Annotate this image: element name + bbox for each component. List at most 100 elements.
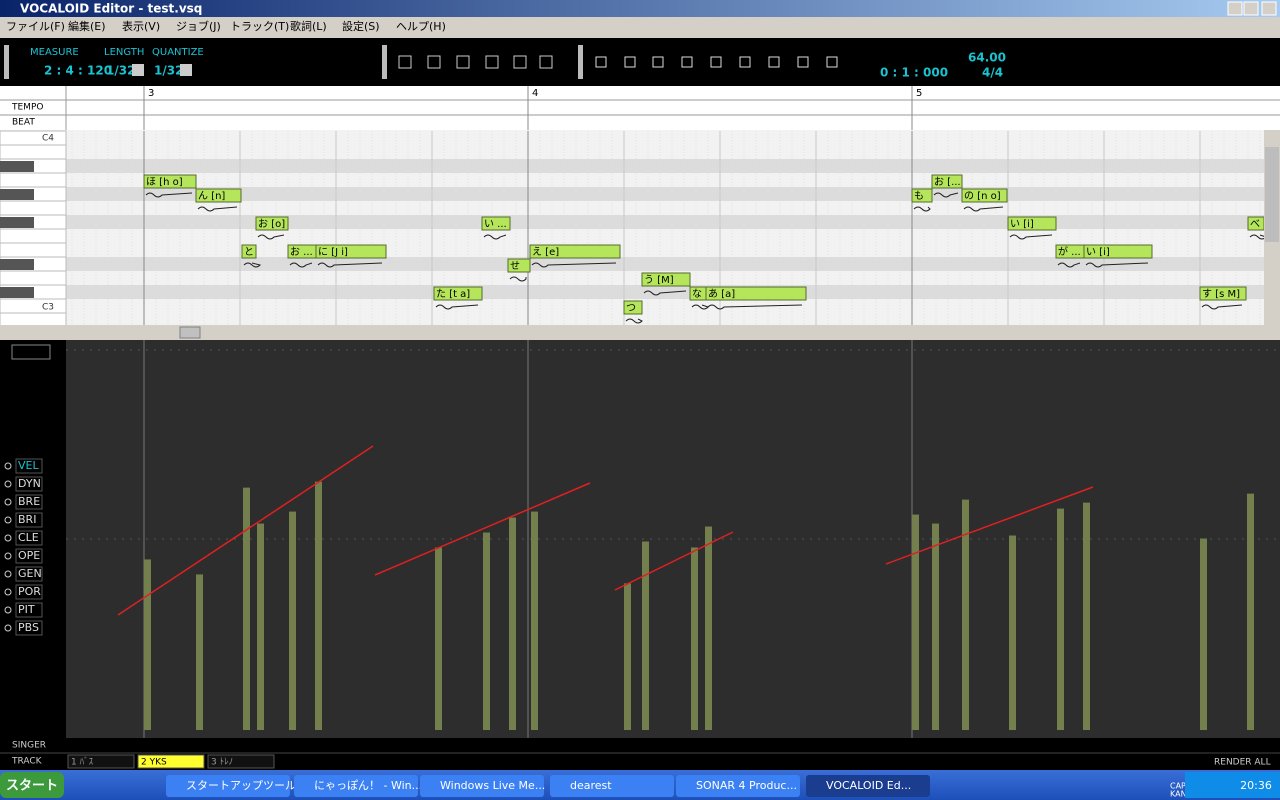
v-scroll-thumb[interactable] [1265, 147, 1279, 242]
tool-button[interactable] [513, 55, 527, 69]
note[interactable] [255, 216, 289, 231]
track-tab[interactable] [67, 754, 135, 769]
taskbar-item-label[interactable]: SONAR 4 Produc... [696, 779, 797, 792]
note[interactable] [481, 216, 511, 231]
velocity-bar [705, 526, 712, 730]
tool-button[interactable] [427, 55, 441, 69]
curve-name[interactable]: BRE [18, 495, 40, 508]
curve-name[interactable]: POR [18, 585, 41, 598]
note[interactable] [1199, 286, 1247, 301]
taskbar-item-label[interactable]: dearest [570, 779, 612, 792]
menu-item[interactable]: ファイル(F) [6, 20, 65, 33]
taskbar-item-label[interactable]: にゃっぽん！ - Win... [314, 779, 422, 792]
transport-button[interactable] [797, 56, 809, 68]
transport-button[interactable] [595, 56, 607, 68]
note[interactable] [931, 174, 963, 189]
maximize-button[interactable] [1243, 1, 1259, 16]
velocity-bar [243, 487, 250, 730]
track-tab[interactable] [207, 754, 275, 769]
taskbar-item-label[interactable]: VOCALOID Ed... [826, 779, 911, 792]
tool-button[interactable] [456, 55, 470, 69]
curve-name[interactable]: DYN [18, 477, 41, 490]
track-name[interactable]: 1 ﾊﾞｽ [71, 757, 94, 768]
curve-name[interactable]: GEN [18, 567, 42, 580]
menu-item[interactable]: 歌詞(L) [290, 19, 327, 33]
curve-name[interactable]: VEL [18, 459, 39, 472]
start-label[interactable]: スタート [6, 779, 58, 794]
menu-item[interactable]: 編集(E) [68, 19, 106, 33]
transport-button[interactable] [652, 56, 664, 68]
note[interactable] [705, 286, 807, 301]
note[interactable] [143, 174, 197, 189]
transport-button[interactable] [768, 56, 780, 68]
taskbar-item[interactable] [166, 775, 290, 797]
track-name[interactable]: 2 YKS [141, 758, 167, 768]
note[interactable] [195, 188, 242, 203]
eye-icon [4, 516, 12, 524]
transport-button[interactable] [624, 56, 636, 68]
note[interactable] [433, 286, 483, 301]
toolbar-grip [578, 45, 583, 79]
menu-item[interactable]: ヘルプ(H) [396, 20, 446, 33]
curve-name[interactable]: PBS [18, 621, 39, 634]
taskbar-item[interactable] [806, 775, 930, 797]
curve-button[interactable] [15, 584, 43, 600]
scroll-thumb[interactable] [179, 326, 201, 339]
transport-button[interactable] [739, 56, 751, 68]
note[interactable] [241, 244, 257, 259]
transport-button[interactable] [681, 56, 693, 68]
toolbar-value: 64.00 [968, 51, 1006, 65]
curve-button[interactable] [15, 530, 43, 546]
note[interactable] [315, 244, 387, 259]
note[interactable] [529, 244, 621, 259]
taskbar-item-label[interactable]: スタートアップツール [186, 779, 296, 792]
note[interactable] [911, 188, 933, 203]
vibrato [509, 276, 527, 282]
curve-button[interactable] [15, 494, 43, 510]
taskbar-item-label[interactable]: Windows Live Me... [440, 779, 545, 792]
curve-name[interactable]: BRI [18, 513, 36, 526]
note[interactable] [641, 272, 691, 287]
tool-button[interactable] [539, 55, 553, 69]
curve-button[interactable] [15, 548, 43, 564]
curve-name[interactable]: PIT [18, 603, 35, 616]
curve-button[interactable] [15, 476, 43, 492]
transport-button[interactable] [710, 56, 722, 68]
curve-name[interactable]: OPE [18, 549, 40, 562]
curve-button[interactable] [15, 458, 43, 474]
transport-button[interactable] [826, 56, 838, 68]
curve-name[interactable]: CLE [18, 531, 39, 544]
menu-item[interactable]: トラック(T) [230, 20, 289, 33]
track-tab[interactable] [137, 754, 205, 769]
taskbar-item[interactable] [420, 775, 544, 797]
render-all[interactable]: RENDER ALL [1214, 758, 1271, 768]
curve-button[interactable] [15, 512, 43, 528]
note-lyric: な [692, 288, 702, 300]
dropdown-button[interactable] [132, 64, 144, 76]
h-scrollbar[interactable] [0, 325, 1280, 340]
menu-item[interactable]: 表示(V) [122, 19, 160, 33]
vibrato [1057, 262, 1081, 268]
velocity-bar [315, 481, 322, 730]
track-name[interactable]: 3 ﾄﾚﾉ [211, 758, 233, 768]
dropdown-button[interactable] [180, 64, 192, 76]
curve-button[interactable] [15, 620, 43, 636]
note[interactable] [961, 188, 1008, 203]
tool-button[interactable] [398, 55, 412, 69]
curve-button[interactable] [15, 602, 43, 618]
note[interactable] [1007, 216, 1057, 231]
minimize-button[interactable] [1227, 1, 1243, 16]
taskbar-item[interactable] [676, 775, 800, 797]
velocity-bar [196, 574, 203, 730]
taskbar-item[interactable] [294, 775, 418, 797]
tool-button[interactable] [485, 55, 499, 69]
taskbar-item[interactable] [550, 775, 674, 797]
curve-button[interactable] [15, 566, 43, 582]
start-button[interactable] [0, 772, 64, 798]
note[interactable] [623, 300, 643, 315]
note[interactable] [1083, 244, 1153, 259]
note[interactable] [507, 258, 531, 273]
menu-item[interactable]: 設定(S) [342, 19, 380, 33]
close-button[interactable] [1261, 1, 1277, 16]
menu-item[interactable]: ジョブ(J) [176, 19, 221, 33]
